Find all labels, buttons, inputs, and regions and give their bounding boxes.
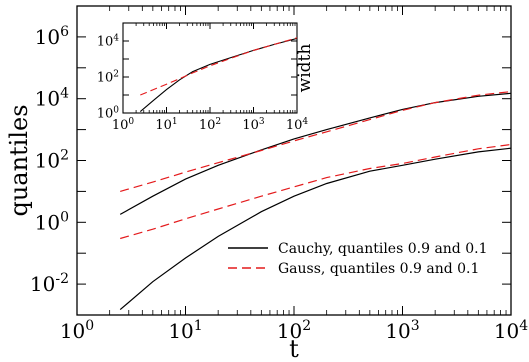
inset-y-tick-label: 102 [97, 70, 119, 86]
main-x-tick-label: 103 [385, 318, 419, 343]
main-x-tick-label: 100 [60, 318, 94, 343]
inset-x-tick-label: 104 [286, 117, 309, 133]
main-series-gauss-q09 [120, 91, 511, 192]
main-y-tick-label: 104 [35, 86, 69, 111]
main-x-axis-title: t [289, 335, 299, 362]
legend: Cauchy, quantiles 0.9 and 0.1 Gauss, quan… [228, 241, 487, 277]
inset-x-tick-label: 101 [155, 117, 177, 133]
inset-x-tick-label: 102 [199, 117, 221, 133]
inset-x-tick-label: 100 [112, 117, 135, 133]
main-series-gauss-q01 [120, 143, 511, 240]
main-y-tick-label: 10-2 [30, 271, 69, 296]
inset-plot-frame [122, 22, 298, 114]
main-x-tick-label: 104 [494, 318, 528, 343]
legend-label: Cauchy, quantiles 0.9 and 0.1 [278, 241, 487, 257]
main-y-axis-title: quantiles [5, 104, 33, 216]
main-y-tick-label: 100 [35, 209, 69, 234]
legend-label: Gauss, quantiles 0.9 and 0.1 [278, 261, 479, 277]
inset-series-gauss [140, 37, 297, 96]
main-x-tick-label: 102 [277, 318, 311, 343]
inset-y-tick-label: 100 [97, 106, 120, 122]
main-y-tick-label: 102 [35, 148, 69, 173]
main-x-tick-label: 101 [168, 318, 202, 343]
main-series-cauchy-q01 [119, 147, 511, 311]
inset-x-tick-label: 103 [242, 117, 265, 133]
inset-y-axis-title: width [295, 44, 315, 93]
main-y-tick-label: 106 [35, 24, 69, 49]
main-series-cauchy-q09 [119, 92, 511, 215]
inset-plot: 100 101 102 103 104 100 102 104 width [97, 22, 315, 133]
inset-y-tick-label: 104 [97, 34, 120, 50]
